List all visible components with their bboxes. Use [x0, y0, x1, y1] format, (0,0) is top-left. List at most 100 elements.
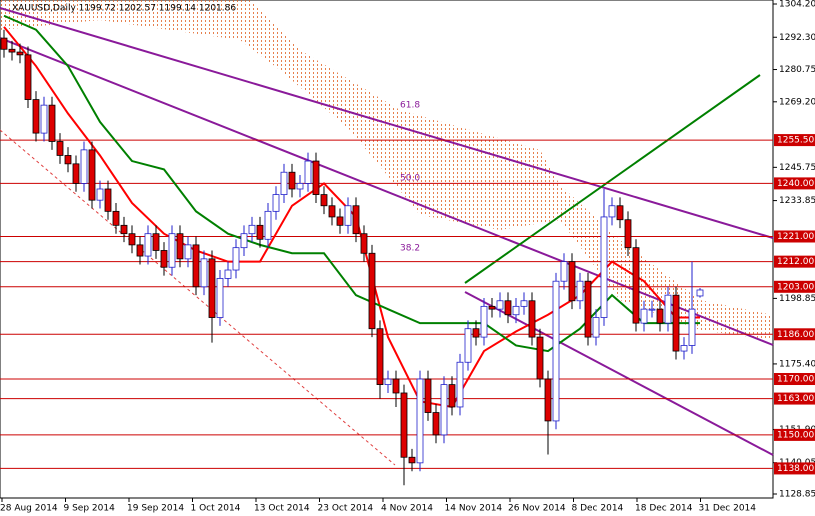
candle-body	[136, 244, 144, 257]
candle-body	[416, 378, 424, 464]
candle-body	[352, 205, 360, 235]
candle-body	[680, 345, 688, 352]
x-tick-label: 13 Oct 2014	[254, 504, 310, 514]
candle-body	[208, 258, 216, 318]
candle-body	[432, 412, 440, 436]
candle-body	[560, 261, 568, 282]
level-label: 1150.00	[777, 430, 814, 440]
candle-body	[176, 233, 184, 260]
candle-body	[672, 294, 680, 352]
x-tick-label: 31 Dec 2014	[699, 504, 757, 514]
y-tick-label: 1292.30	[779, 33, 815, 43]
candle-body	[312, 160, 320, 195]
candle-body	[424, 378, 432, 413]
candle-body	[648, 308, 656, 311]
level-box	[774, 230, 815, 243]
candle-body	[568, 261, 576, 302]
candle-body	[688, 308, 696, 346]
level-label: 1255.50	[777, 136, 814, 146]
y-tick-label: 1269.20	[779, 97, 815, 107]
candle-body	[48, 104, 56, 142]
candle-body	[408, 456, 416, 464]
candle-body	[168, 233, 176, 268]
candle-body	[456, 361, 464, 408]
candle-body	[272, 194, 280, 212]
level-label: 1212.00	[777, 257, 814, 267]
trend-line	[464, 74, 761, 284]
x-tick-label: 19 Sep 2014	[127, 504, 184, 514]
candle-body	[656, 308, 664, 324]
candle-body	[376, 328, 384, 385]
candle-body	[80, 149, 88, 184]
candle-body	[512, 305, 520, 316]
candle-body	[240, 233, 248, 249]
candle-body	[664, 294, 672, 324]
x-tick-label: 23 Oct 2014	[318, 504, 374, 514]
candle-body	[344, 205, 352, 226]
candle-body	[192, 244, 200, 288]
candle-body	[8, 48, 16, 53]
trend-line	[0, 129, 396, 466]
candle-body	[552, 280, 560, 422]
candle-body	[336, 216, 344, 226]
fib-label: 50.0	[400, 174, 420, 184]
candle-body	[40, 104, 48, 134]
candle-body	[480, 305, 488, 338]
candle-body	[328, 205, 336, 218]
candle-body	[576, 280, 584, 302]
level-box	[774, 255, 815, 268]
level-label: 1170.00	[777, 375, 814, 385]
level-label: 1240.00	[777, 179, 814, 189]
level-box	[774, 428, 815, 441]
candle-body	[56, 141, 64, 156]
candle-body	[160, 250, 168, 268]
candle-body	[216, 278, 224, 318]
candle-body	[200, 258, 208, 288]
y-tick-label: 1245.75	[779, 163, 815, 173]
candle-body	[72, 163, 80, 184]
candle-body	[296, 183, 304, 190]
candle-body	[264, 210, 272, 240]
x-tick-label: 4 Nov 2014	[381, 504, 433, 514]
candle-body	[144, 233, 152, 257]
candle-body	[400, 392, 408, 458]
trend-line	[0, 37, 774, 346]
candle-body	[608, 205, 616, 218]
level-box	[774, 392, 815, 405]
candle-body	[152, 233, 160, 251]
y-tick-label: 1280.75	[779, 65, 815, 75]
y-tick-label: 1233.85	[779, 196, 815, 206]
level-box	[774, 462, 815, 475]
candle-body	[64, 155, 72, 165]
y-tick-label: 1128.85	[779, 490, 815, 500]
level-label: 1221.00	[777, 232, 814, 242]
candle-body	[448, 384, 456, 408]
candle-body	[600, 216, 608, 318]
y-tick-label: 1304.20	[779, 0, 815, 10]
candle-body	[440, 384, 448, 436]
candle-body	[584, 280, 592, 338]
level-box	[774, 134, 815, 147]
candle-body	[96, 188, 104, 201]
candle-body	[592, 317, 600, 338]
candle-body	[632, 247, 640, 324]
candle-body	[464, 328, 472, 363]
x-tick-label: 1 Oct 2014	[191, 504, 241, 514]
level-label: 1186.00	[777, 330, 814, 340]
level-box	[774, 177, 815, 190]
fib-label: 61.8	[400, 101, 420, 111]
level-label: 1203.00	[777, 282, 814, 292]
candle-body	[544, 378, 552, 422]
candle-body	[104, 188, 112, 212]
candle-body	[504, 300, 512, 316]
chart-title: XAUUSD,Daily 1199.72 1202.57 1199.14 120…	[12, 4, 236, 14]
candle-body	[88, 149, 96, 201]
candle-body	[520, 300, 528, 307]
candle-body	[32, 99, 40, 134]
y-tick-label: 1175.40	[779, 359, 815, 369]
x-tick-label: 26 Nov 2014	[508, 504, 566, 514]
candle-body	[624, 219, 632, 249]
candle-body	[320, 194, 328, 207]
x-tick-label: 28 Aug 2014	[0, 504, 58, 514]
x-tick-label: 8 Dec 2014	[572, 504, 624, 514]
